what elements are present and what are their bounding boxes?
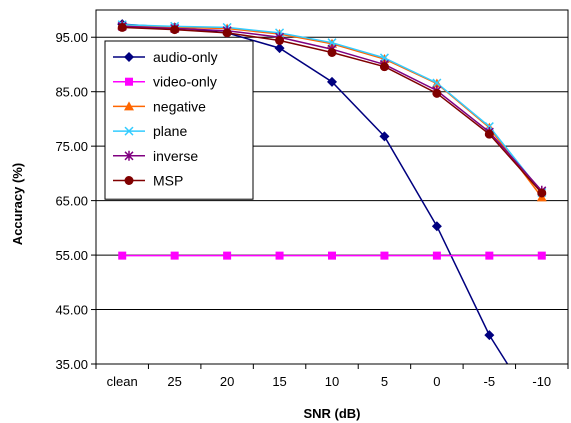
data-point — [379, 53, 389, 63]
data-point — [327, 47, 337, 57]
legend-item-MSP: MSP — [113, 173, 183, 189]
legend-item-audio-only: audio-only — [113, 49, 218, 65]
legend-item-inverse: inverse — [113, 148, 198, 164]
y-tick-label: 35.00 — [55, 357, 88, 372]
data-point — [275, 35, 285, 45]
legend-marker — [124, 150, 134, 161]
series-video-only — [118, 251, 546, 260]
data-point — [327, 76, 337, 87]
legend-box — [104, 40, 254, 200]
y-tick-label: 65.00 — [55, 194, 88, 209]
data-point — [432, 88, 442, 98]
x-tick-label: 10 — [325, 374, 339, 389]
x-tick-label: 5 — [381, 374, 388, 389]
data-point — [537, 188, 547, 198]
data-point — [118, 251, 127, 260]
data-point — [274, 43, 285, 54]
y-tick-label: 55.00 — [55, 248, 88, 263]
legend-marker — [125, 77, 133, 86]
y-tick-label: 45.00 — [55, 303, 88, 318]
data-point — [432, 78, 442, 88]
data-point — [431, 221, 442, 232]
x-tick-label: 15 — [272, 374, 286, 389]
data-point — [170, 251, 179, 260]
x-axis: clean 25 20 15 10 5 0 -5 -10 — [95, 364, 569, 389]
data-point — [484, 330, 495, 341]
legend-item-negative: negative — [113, 98, 206, 114]
x-axis-title: SNR (dB) — [303, 406, 360, 421]
legend-label: video-only — [153, 74, 217, 90]
data-point — [379, 131, 390, 142]
series-MSP — [117, 22, 547, 198]
series-layer — [117, 19, 547, 423]
data-point — [328, 251, 336, 260]
x-tick-label: -5 — [484, 374, 496, 389]
legend-item-plane: plane — [113, 123, 187, 139]
legend-marker — [124, 101, 134, 111]
data-point — [170, 25, 180, 35]
x-tick-label: 20 — [220, 374, 234, 389]
y-axis-title: Accuracy (%) — [10, 163, 25, 245]
y-tick-label: 85.00 — [55, 85, 88, 100]
legend: audio-only video-only negative plane inverse… — [104, 40, 254, 200]
plot-area-frame — [95, 9, 569, 365]
data-point — [537, 251, 546, 260]
x-tick-label: clean — [107, 374, 138, 389]
x-tick-label: -10 — [532, 374, 551, 389]
legend-label: audio-only — [153, 49, 218, 65]
x-tick-label: 0 — [433, 374, 440, 389]
legend-label: negative — [153, 98, 206, 114]
legend-marker — [124, 176, 134, 185]
legend-marker — [124, 52, 134, 62]
data-point — [275, 251, 284, 260]
legend-label: inverse — [153, 148, 198, 164]
x-tick-label: 25 — [167, 374, 181, 389]
y-tick-label: 95.00 — [55, 30, 88, 45]
data-point — [432, 251, 441, 260]
data-point — [327, 38, 337, 48]
data-point — [484, 129, 494, 139]
data-point — [117, 22, 127, 32]
data-point — [223, 251, 232, 260]
data-point — [380, 251, 389, 260]
legend-label: plane — [153, 123, 187, 139]
legend-item-video-only: video-only — [113, 74, 217, 90]
data-point — [537, 413, 547, 423]
data-point — [485, 251, 494, 260]
y-axis: 35.00 45.00 55.00 65.00 75.00 85.00 95.00 — [55, 30, 96, 372]
data-point — [222, 28, 232, 38]
data-point — [379, 62, 389, 72]
legend-marker — [124, 126, 134, 136]
y-tick-label: 75.00 — [55, 139, 88, 154]
legend-label: MSP — [153, 173, 183, 189]
